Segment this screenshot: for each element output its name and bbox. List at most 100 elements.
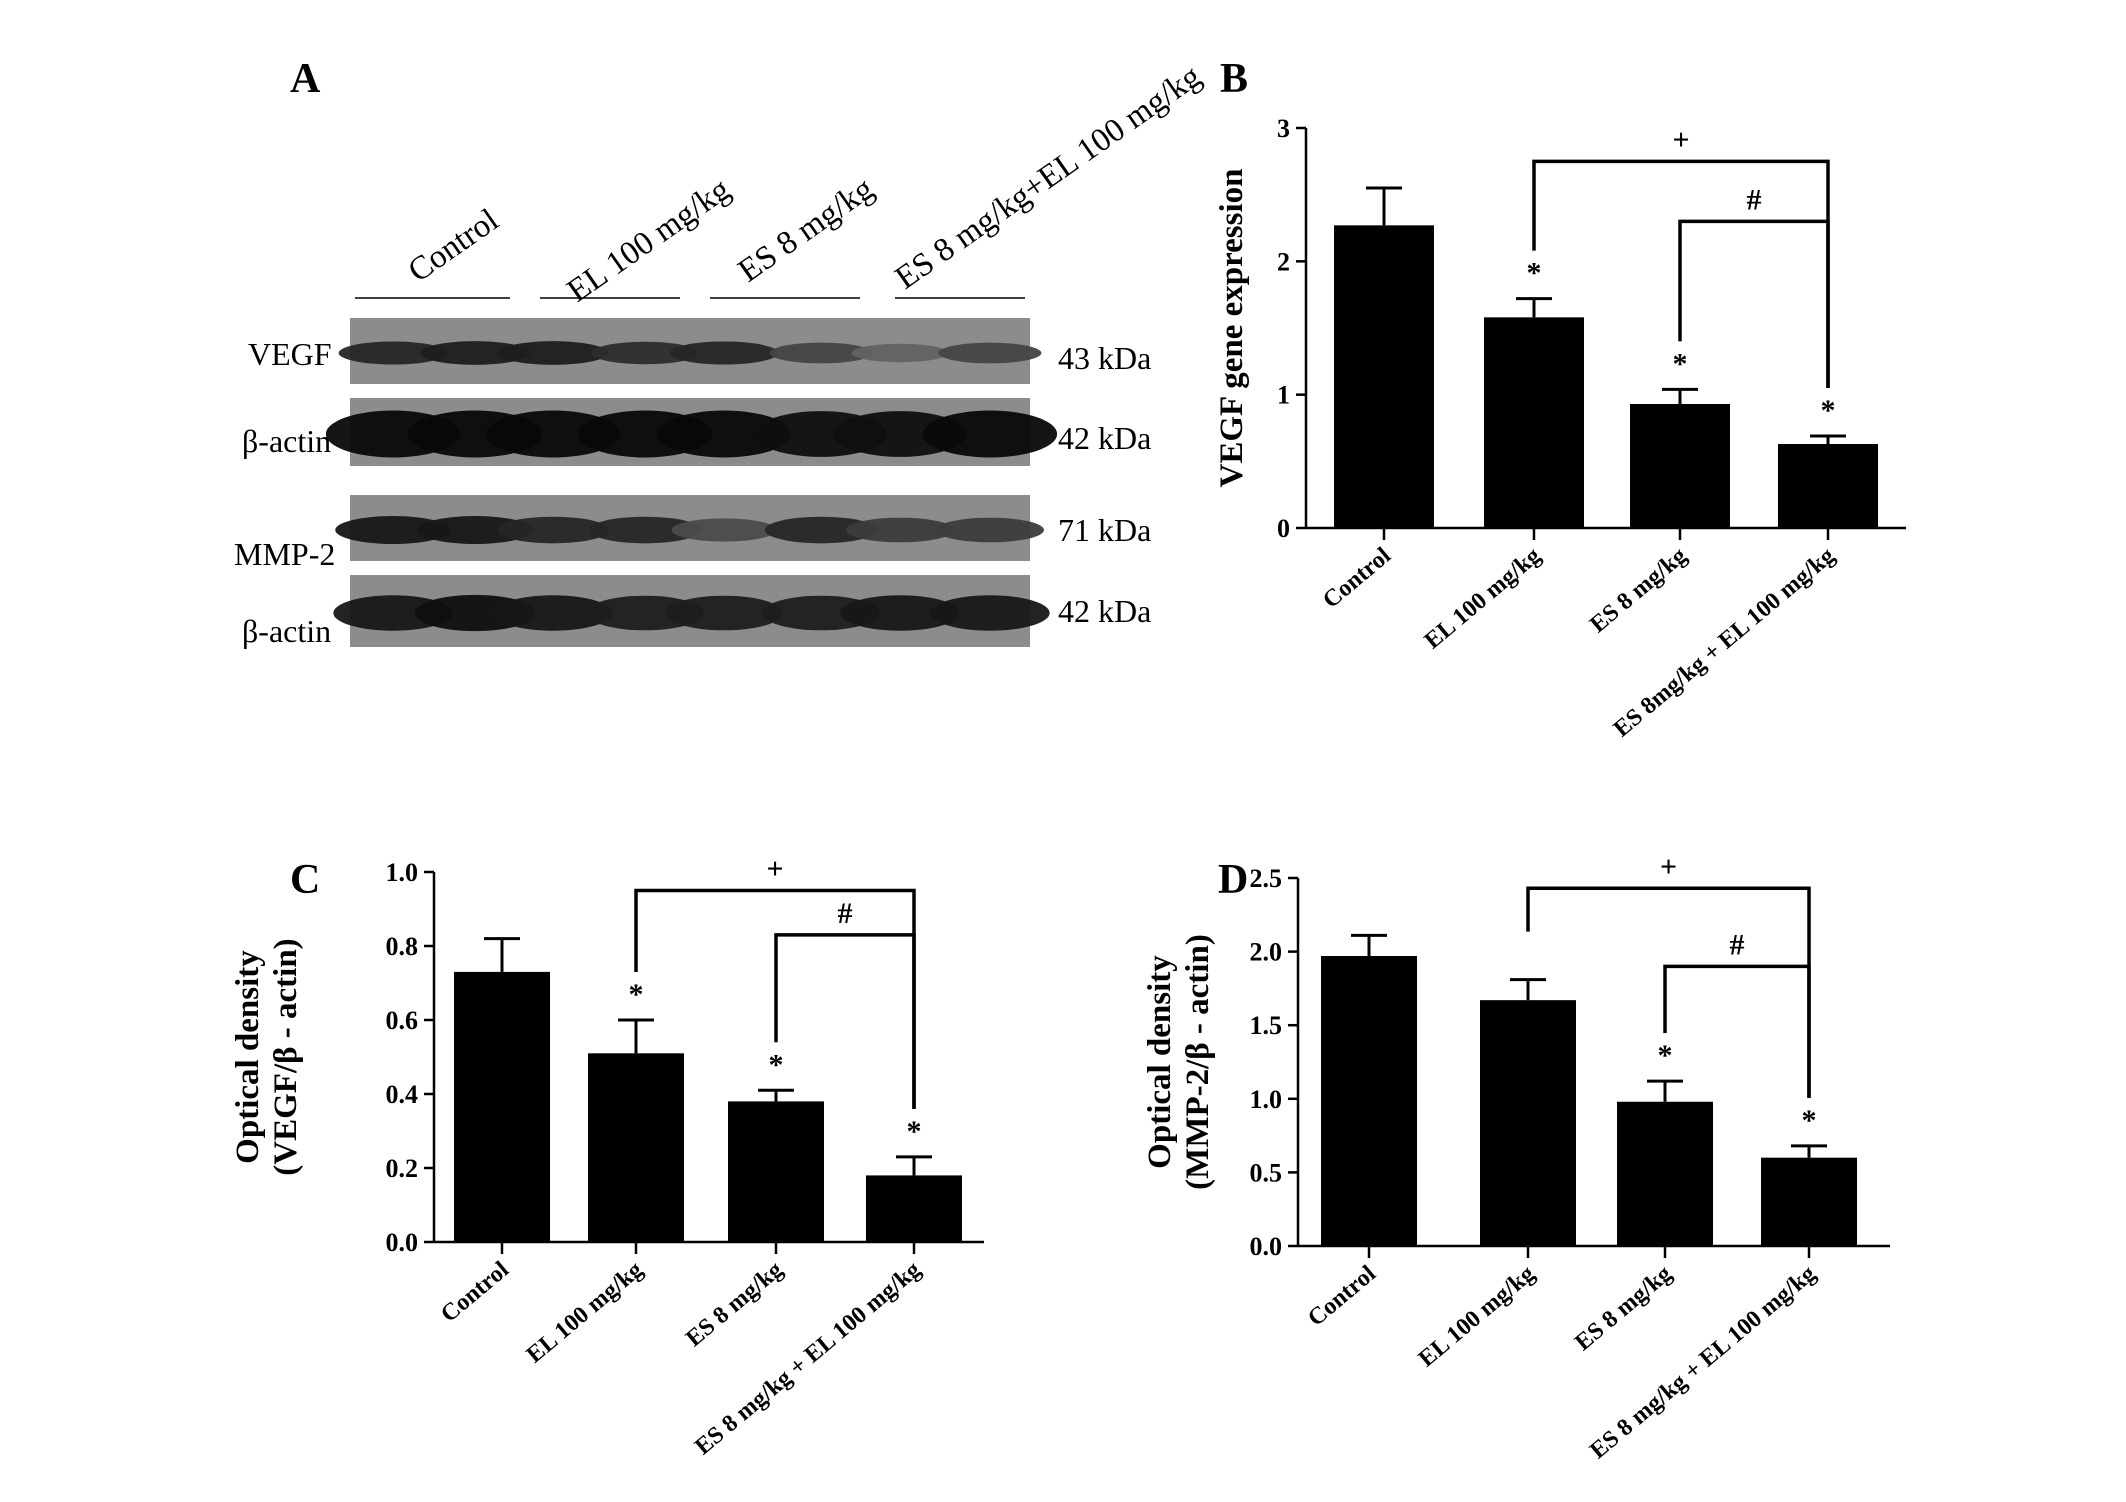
- significance-star: *: [1802, 1104, 1817, 1137]
- significance-symbol: +: [1672, 123, 1689, 156]
- x-tick-label: EL 100 mg/kg: [1420, 543, 1546, 655]
- bar: [1778, 444, 1878, 528]
- kda-label: 43 kDa: [1058, 340, 1151, 376]
- y-tick-label: 0.0: [386, 1228, 419, 1257]
- x-tick-label: ES 8 mg/kg: [1585, 543, 1692, 638]
- chart-panel-d: D 0.0 0.5 1.0 1.5 2.0 2.5 Control EL 100 mg/kg E…: [1142, 850, 1890, 1464]
- blot-band: [485, 410, 621, 458]
- x-tick-label: ES 8 mg/kg: [681, 1257, 788, 1352]
- bar: [1321, 956, 1417, 1246]
- blot-band: [769, 342, 873, 364]
- bar: [588, 1053, 684, 1242]
- significance-star: *: [629, 978, 644, 1011]
- blot-band: [938, 342, 1042, 364]
- y-tick-label: 1.5: [1250, 1011, 1283, 1040]
- y-tick-label: 2.0: [1250, 938, 1283, 967]
- blot-band: [671, 518, 777, 542]
- blot-band: [846, 517, 954, 543]
- significance-star: *: [1527, 257, 1542, 290]
- blot-band: [335, 516, 451, 544]
- blot-band: [764, 516, 878, 544]
- bar: [866, 1175, 962, 1242]
- blot-row: VEGF 43 kDa: [248, 318, 1151, 384]
- y-tick-label: 1.0: [1250, 1085, 1283, 1114]
- significance-bracket: [774, 933, 916, 1109]
- y-tick-label: 1.0: [386, 858, 419, 887]
- x-tick-label: ES 8 mg/kg + EL 100 mg/kg: [1585, 1261, 1821, 1465]
- y-axis-label: Optical density: [1142, 955, 1178, 1169]
- y-tick-label: 0.2: [386, 1154, 419, 1183]
- blot-band: [591, 341, 699, 365]
- significance-star: *: [1673, 347, 1688, 380]
- blot-row: β-actin 42 kDa: [242, 575, 1151, 649]
- blot-row: MMP-2 71 kDa: [234, 495, 1151, 572]
- blot-band: [496, 516, 610, 544]
- blot-band: [656, 410, 792, 458]
- significance-symbol: #: [838, 897, 853, 930]
- significance-star: *: [1658, 1039, 1673, 1072]
- significance-symbol: +: [766, 853, 783, 886]
- y-tick-label: 0: [1277, 514, 1290, 543]
- blot-band: [493, 595, 613, 631]
- blot-row: β-actin 42 kDa: [242, 398, 1151, 466]
- lane-group-label: ES 8 mg/kg+EL 100 mg/kg: [889, 58, 1208, 296]
- significance-bracket: [1678, 219, 1830, 388]
- blot-band: [417, 516, 533, 544]
- bar: [1334, 225, 1434, 529]
- blot-row-label: β-actin: [242, 423, 331, 459]
- bar: [1761, 1157, 1857, 1246]
- significance-star: *: [1821, 394, 1836, 427]
- y-tick-label: 2: [1277, 247, 1290, 276]
- kda-label: 42 kDa: [1058, 420, 1151, 456]
- blot-band: [936, 517, 1044, 543]
- panel-letter-a: A: [290, 56, 321, 102]
- x-tick-label: ES 8 mg/kg + EL 100 mg/kg: [690, 1257, 926, 1461]
- mmp2-optical-density-chart: 0.0 0.5 1.0 1.5 2.0 2.5 Control EL 100 mg/kg ES …: [1142, 850, 1890, 1464]
- significance-star: *: [907, 1115, 922, 1148]
- lane-group-label: ES 8 mg/kg: [732, 171, 880, 290]
- y-tick-label: 0.5: [1250, 1158, 1283, 1187]
- blot-row-label: MMP-2: [234, 536, 335, 572]
- y-tick-label: 0.6: [386, 1006, 419, 1035]
- blot-band: [665, 595, 783, 631]
- y-tick-label: 3: [1277, 114, 1290, 143]
- blot-row-label: β-actin: [242, 613, 331, 649]
- bar: [454, 971, 550, 1242]
- significance-symbol: +: [1660, 850, 1677, 883]
- panel-letter-c: C: [290, 857, 320, 903]
- y-tick-label: 2.5: [1250, 864, 1283, 893]
- significance-star: *: [769, 1048, 784, 1081]
- y-axis-label-units: (VEGF/β - actin): [268, 938, 304, 1175]
- blot-band: [419, 341, 531, 365]
- y-tick-label: 0.8: [386, 932, 419, 961]
- lane-group-label: Control: [402, 202, 505, 289]
- vegf-optical-density-chart: 0.0 0.2 0.4 0.6 0.8 1.0 Control EL 100 mg/kg ES …: [230, 853, 984, 1461]
- blot-band: [669, 341, 779, 365]
- y-tick-label: 0.4: [386, 1080, 419, 1109]
- y-axis-label: Optical density: [230, 950, 266, 1164]
- blot-band: [851, 343, 949, 363]
- blot-band: [497, 341, 609, 365]
- significance-symbol: #: [1730, 928, 1745, 961]
- x-tick-label: EL 100 mg/kg: [522, 1257, 648, 1369]
- kda-label: 71 kDa: [1058, 512, 1151, 548]
- x-tick-label: Control: [1303, 1260, 1381, 1331]
- bar: [1484, 317, 1584, 528]
- blot-band: [840, 595, 960, 631]
- panel-letter-b: B: [1220, 56, 1248, 102]
- x-tick-label: Control: [436, 1256, 514, 1327]
- bar: [1480, 1000, 1576, 1246]
- chart-panel-c: C 0.0 0.2 0.4 0.6 0.8 1.0 Control EL 100 mg/kg E…: [230, 853, 984, 1461]
- blot-rows: VEGF 43 kDa β-actin 42 kDa MMP-2 71 kDa β-acti…: [234, 318, 1151, 649]
- bar: [728, 1101, 824, 1242]
- panel-letter-d: D: [1218, 857, 1248, 903]
- y-axis-label-units: (MMP-2/β - actin): [1180, 934, 1216, 1190]
- significance-bracket: [1663, 964, 1811, 1098]
- y-tick-label: 0.0: [1250, 1232, 1283, 1261]
- blot-row-label: VEGF: [248, 336, 332, 372]
- blot-band: [922, 410, 1058, 458]
